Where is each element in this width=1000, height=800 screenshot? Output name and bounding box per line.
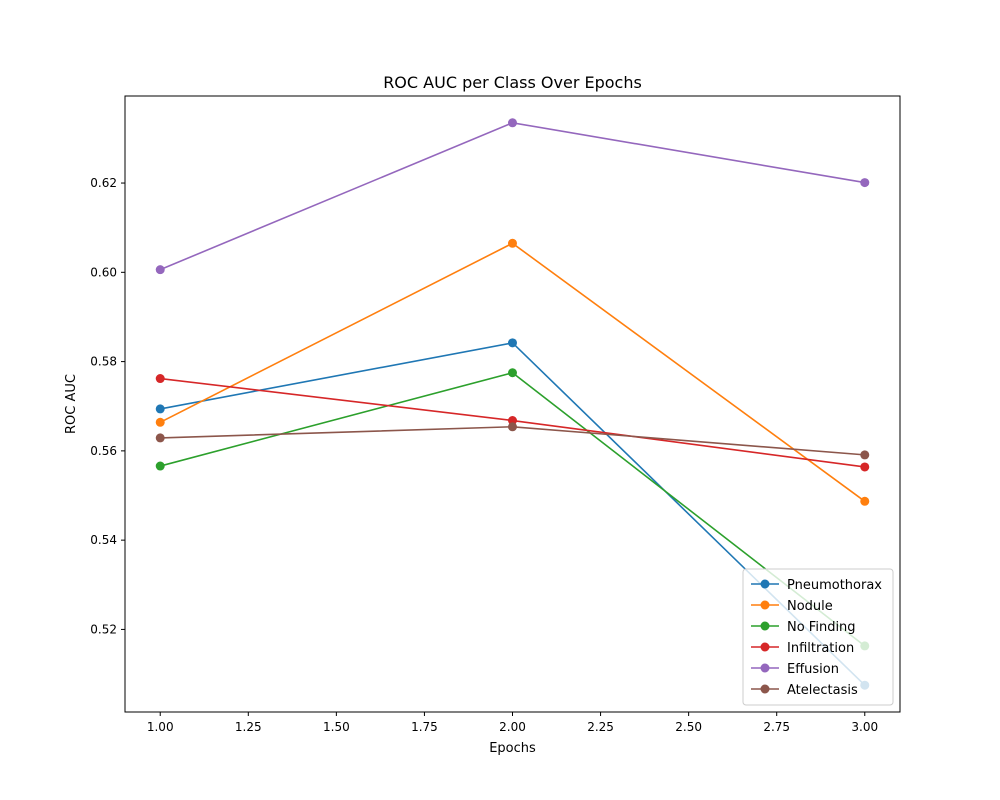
legend-marker-no-finding: [760, 621, 770, 631]
x-tick-label: 2.50: [675, 720, 702, 734]
data-point-infiltration: [860, 462, 870, 472]
legend-marker-nodule: [760, 600, 770, 610]
data-point-effusion: [860, 178, 870, 188]
y-axis-ticks: 0.52 0.54 0.56 0.58 0.60 0.62: [90, 176, 125, 636]
chart-title: ROC AUC per Class Over Epochs: [383, 73, 642, 92]
x-tick-label: 1.25: [235, 720, 262, 734]
y-tick-label: 0.52: [90, 622, 117, 636]
data-point-atelectasis: [155, 433, 165, 443]
series-infiltration: [155, 374, 870, 472]
data-point-pneumothorax: [508, 338, 517, 348]
data-point-atelectasis: [508, 422, 517, 432]
x-tick-label: 3.00: [851, 720, 878, 734]
legend: Pneumothorax Nodule No Finding Infiltration…: [742, 568, 894, 706]
x-tick-label: 1.75: [411, 720, 438, 734]
y-tick-label: 0.60: [90, 265, 117, 279]
legend-item-atelectasis: Atelectasis: [751, 683, 858, 698]
data-point-atelectasis: [860, 450, 870, 460]
data-point-infiltration: [155, 374, 165, 384]
legend-marker-effusion: [760, 663, 770, 673]
legend-label-pneumothorax: Pneumothorax: [787, 578, 882, 593]
y-tick-label: 0.62: [90, 176, 117, 190]
x-tick-label: 2.00: [499, 720, 526, 734]
series-nodule: [155, 238, 870, 506]
legend-item-pneumothorax: Pneumothorax: [751, 578, 882, 593]
x-tick-label: 1.00: [147, 720, 174, 734]
x-tick-label: 2.25: [587, 720, 614, 734]
y-axis-label: ROC AUC: [64, 374, 79, 434]
data-point-nodule: [508, 238, 517, 248]
legend-item-infiltration: Infiltration: [751, 641, 854, 656]
legend-label-effusion: Effusion: [787, 662, 839, 677]
legend-marker-infiltration: [760, 642, 770, 652]
y-tick-label: 0.56: [90, 444, 117, 458]
data-point-no-finding: [508, 368, 517, 378]
data-point-nodule: [860, 496, 870, 506]
legend-label-no-finding: No Finding: [787, 620, 856, 635]
legend-label-atelectasis: Atelectasis: [787, 683, 858, 698]
data-point-pneumothorax: [155, 404, 165, 414]
x-axis-label: Epochs: [489, 741, 536, 756]
legend-label-nodule: Nodule: [787, 599, 833, 614]
series-effusion: [155, 118, 870, 275]
y-tick-label: 0.58: [90, 355, 117, 369]
x-tick-label: 1.50: [323, 720, 350, 734]
legend-item-no-finding: No Finding: [751, 620, 856, 635]
x-tick-label: 2.75: [763, 720, 790, 734]
legend-box: [742, 568, 894, 706]
data-point-infiltration: [508, 416, 517, 426]
data-point-no-finding: [155, 461, 165, 471]
legend-marker-atelectasis: [760, 684, 770, 694]
x-axis-ticks: 1.00 1.25 1.50 1.75 2.00 2.25 2.50 2.75 3.00: [147, 712, 878, 734]
y-tick-label: 0.54: [90, 533, 117, 547]
legend-item-effusion: Effusion: [751, 662, 839, 677]
data-point-effusion: [508, 118, 517, 128]
legend-marker-pneumothorax: [760, 579, 770, 589]
data-point-nodule: [155, 417, 165, 427]
series-atelectasis: [155, 422, 870, 460]
plot-layer: [155, 118, 870, 690]
data-point-effusion: [155, 265, 165, 275]
legend-label-infiltration: Infiltration: [787, 641, 854, 656]
legend-item-nodule: Nodule: [751, 599, 833, 614]
